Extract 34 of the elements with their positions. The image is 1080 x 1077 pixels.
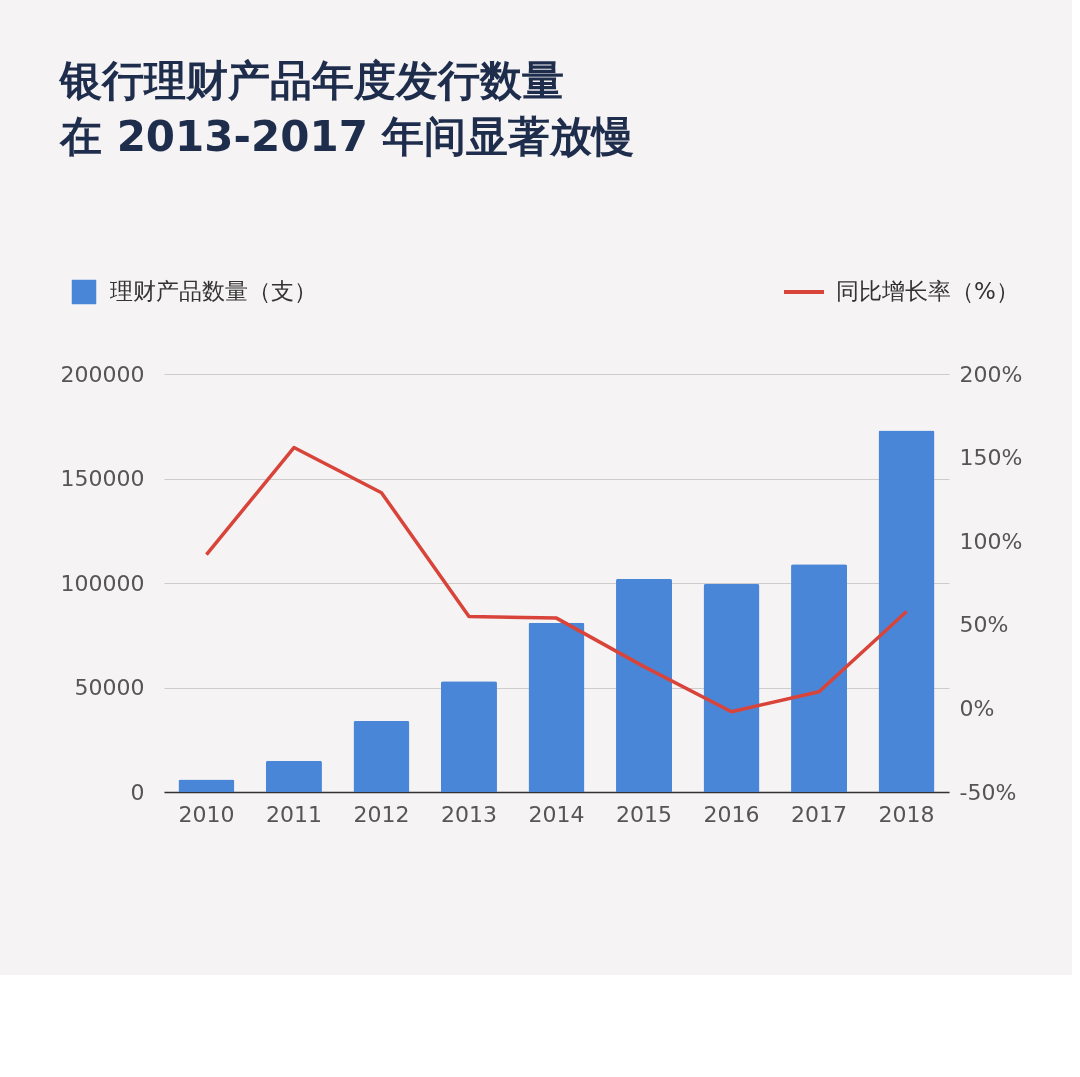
- y-tick-label: 200000: [60, 361, 145, 387]
- x-tick-label: 2016: [703, 801, 760, 827]
- x-tick-label: 2018: [878, 801, 935, 827]
- bar: [616, 578, 673, 792]
- chart-title: 银行理财产品年度发行数量: [58, 55, 565, 105]
- bar: [791, 564, 848, 792]
- bar: [528, 622, 585, 792]
- x-tick-label: 2012: [353, 801, 410, 827]
- bar: [353, 720, 410, 792]
- bar: [440, 681, 497, 792]
- x-tick-label: 2014: [528, 801, 585, 827]
- y2-tick-label: 50%: [959, 612, 1009, 638]
- bar: [878, 430, 935, 792]
- x-tick-label: 2010: [178, 801, 235, 827]
- legend-label: 理财产品数量（支）: [110, 278, 317, 304]
- x-tick-label: 2013: [440, 801, 497, 827]
- bar: [178, 779, 235, 792]
- bar: [265, 760, 322, 792]
- x-tick-label: 2015: [616, 801, 673, 827]
- y-tick-label: 100000: [60, 570, 145, 596]
- bar: [703, 584, 760, 792]
- x-tick-label: 2017: [791, 801, 848, 827]
- y-tick-label: 150000: [60, 466, 145, 491]
- y2-tick-label: 150%: [959, 445, 1023, 471]
- y2-tick-label: 0%: [959, 695, 995, 721]
- y2-tick-label: 200%: [959, 361, 1023, 387]
- line-series: [204, 445, 909, 714]
- legend-label: 同比增长率（%）: [836, 278, 1019, 304]
- y-tick-label: 0: [130, 779, 145, 805]
- y2-tick-label: -50%: [959, 779, 1017, 805]
- y2-tick-label: 100%: [959, 528, 1023, 554]
- y-tick-label: 50000: [74, 675, 145, 700]
- chart-subtitle: 在 2013-2017 年间显著放慢: [59, 111, 635, 161]
- x-tick-label: 2011: [265, 801, 322, 827]
